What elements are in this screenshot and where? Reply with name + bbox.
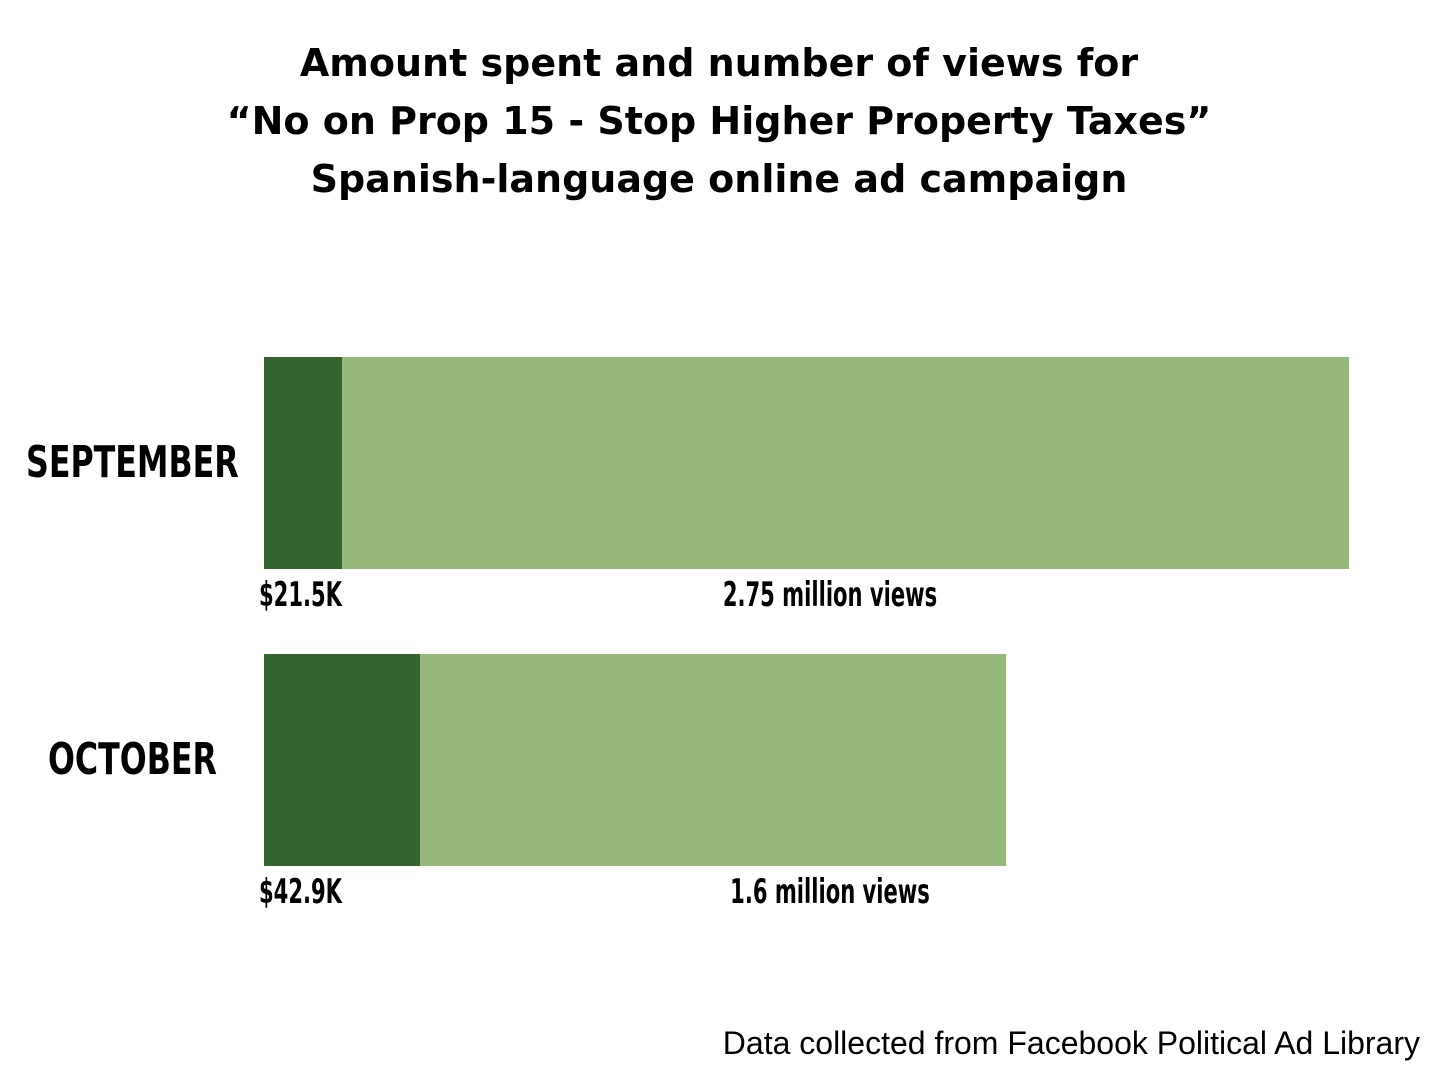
chart-title: Amount spent and number of views for “No… (0, 34, 1438, 208)
chart-title-line-2: “No on Prop 15 - Stop Higher Property Ta… (226, 99, 1212, 143)
source-note: Data collected from Facebook Political A… (722, 1025, 1420, 1061)
bar-views-october (420, 654, 1006, 866)
category-label-september: SEPTEMBER (25, 437, 239, 488)
views-label-september: 2.75 million views (722, 575, 938, 615)
category-label-october: OCTOBER (47, 734, 217, 785)
bar-spend-september (264, 357, 343, 569)
chart-title-line-3: Spanish-language online ad campaign (310, 157, 1128, 201)
spend-label-october: $42.9K (259, 872, 343, 912)
chart-title-line-1: Amount spent and number of views for (299, 41, 1139, 85)
bar-views-september (342, 357, 1349, 569)
spend-label-september: $21.5K (259, 575, 343, 615)
views-label-october: 1.6 million views (730, 872, 930, 912)
bar-spend-october (264, 654, 421, 866)
